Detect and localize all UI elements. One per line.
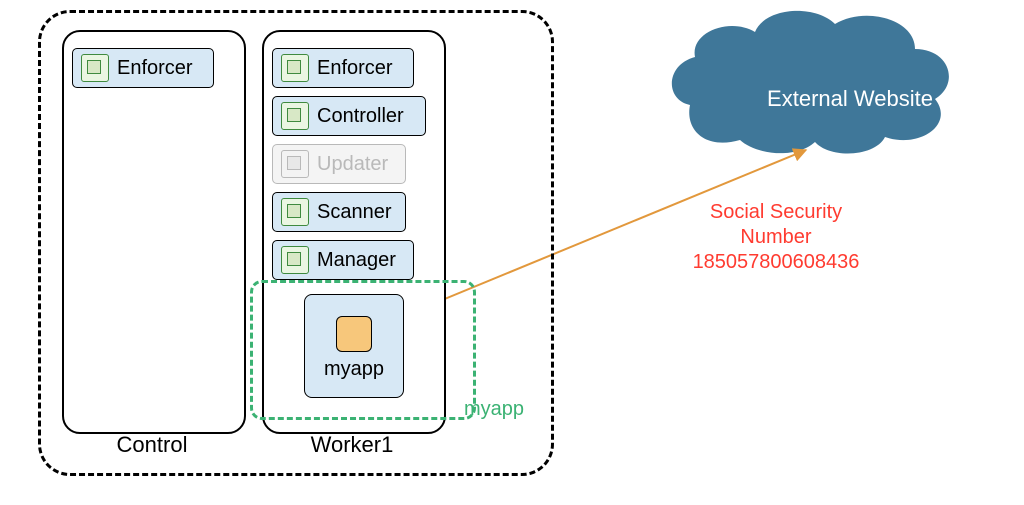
component-scanner: Scanner <box>272 192 406 232</box>
component-label: Manager <box>317 249 410 272</box>
package-icon <box>281 150 309 178</box>
myapp-app-box: myapp <box>304 294 404 398</box>
warning-line-2: Number <box>656 225 896 250</box>
component-label: Controller <box>317 105 418 128</box>
warning-line-3: 185057800608436 <box>656 250 896 275</box>
component-label: Updater <box>317 153 402 176</box>
component-enforcer: Enforcer <box>72 48 214 88</box>
cloud-shape <box>672 11 949 154</box>
external-cloud <box>672 11 949 154</box>
component-controller: Controller <box>272 96 426 136</box>
app-square-icon <box>336 316 372 352</box>
component-updater: Updater <box>272 144 406 184</box>
package-icon <box>281 198 309 226</box>
package-icon <box>81 54 109 82</box>
warning-text: Social Security Number 185057800608436 <box>656 200 896 275</box>
myapp-app-label: myapp <box>324 358 384 381</box>
component-label: Enforcer <box>317 57 407 80</box>
node-control <box>62 30 246 434</box>
myapp-pod-label: myapp <box>464 398 524 421</box>
package-icon <box>281 246 309 274</box>
node-control-label: Control <box>62 432 242 458</box>
component-manager: Manager <box>272 240 414 280</box>
component-label: Enforcer <box>117 57 207 80</box>
node-worker1-label: Worker1 <box>262 432 442 458</box>
package-icon <box>281 54 309 82</box>
component-enforcer: Enforcer <box>272 48 414 88</box>
warning-line-1: Social Security <box>656 200 896 225</box>
component-label: Scanner <box>317 201 406 224</box>
package-icon <box>281 102 309 130</box>
external-cloud-label: External Website <box>720 86 980 112</box>
